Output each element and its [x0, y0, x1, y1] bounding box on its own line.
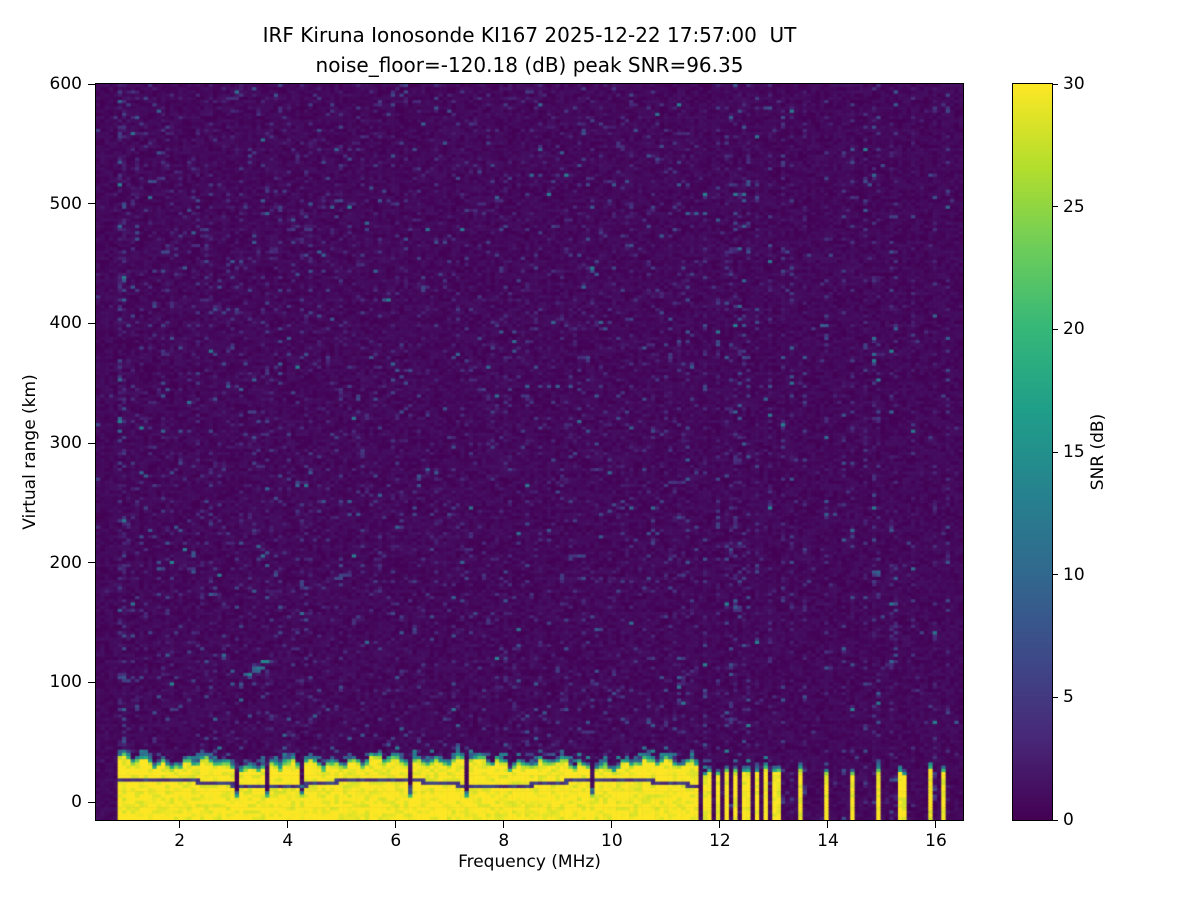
plot-area	[95, 83, 964, 821]
x-tick-label: 4	[282, 831, 294, 851]
colorbar-tick	[1053, 328, 1058, 330]
y-tick	[88, 681, 95, 683]
x-tick-label: 8	[498, 831, 510, 851]
colorbar-tick	[1053, 206, 1058, 208]
y-tick	[88, 562, 95, 564]
colorbar-tick	[1053, 819, 1058, 821]
colorbar-tick-label: 5	[1063, 687, 1074, 708]
colorbar-tick-label: 20	[1063, 319, 1085, 340]
x-tick-label: 16	[925, 831, 947, 851]
x-tick	[179, 821, 181, 828]
colorbar-tick	[1053, 574, 1058, 576]
x-axis-label: Frequency (MHz)	[458, 852, 601, 872]
y-tick	[88, 801, 95, 803]
colorbar	[1012, 83, 1053, 821]
chart-subtitle: noise_floor=-120.18 (dB) peak SNR=96.35	[315, 53, 744, 77]
y-tick-label: 600	[49, 74, 82, 94]
x-tick	[827, 821, 829, 828]
x-tick	[719, 821, 721, 828]
x-tick	[503, 821, 505, 828]
x-tick-label: 14	[817, 831, 839, 851]
y-tick-label: 100	[49, 672, 82, 693]
colorbar-tick-label: 0	[1063, 810, 1074, 830]
colorbar-tick-label: 30	[1063, 74, 1085, 94]
y-tick-label: 200	[49, 552, 82, 573]
y-tick-label: 400	[49, 313, 82, 334]
chart-title: IRF Kiruna Ionosonde KI167 2025-12-22 17…	[262, 23, 797, 47]
y-tick-label: 300	[49, 433, 82, 454]
colorbar-tick	[1053, 696, 1058, 698]
colorbar-tick-label: 25	[1063, 196, 1085, 217]
colorbar-tick-label: 10	[1063, 564, 1085, 585]
x-tick-label: 10	[601, 831, 623, 851]
x-tick-label: 2	[174, 831, 186, 851]
y-tick	[88, 322, 95, 324]
y-tick-label: 0	[71, 792, 82, 813]
y-tick	[88, 203, 95, 205]
y-tick	[88, 442, 95, 444]
colorbar-tick	[1053, 451, 1058, 453]
x-tick	[395, 821, 397, 828]
x-tick	[287, 821, 289, 828]
x-tick	[611, 821, 613, 828]
y-tick-label: 500	[49, 193, 82, 214]
colorbar-tick	[1053, 83, 1058, 85]
x-tick-label: 12	[709, 831, 731, 851]
x-tick-label: 6	[390, 831, 402, 851]
colorbar-tick-label: 15	[1063, 442, 1085, 462]
y-tick	[88, 83, 95, 85]
ionogram-heatmap-canvas	[96, 84, 963, 820]
x-tick	[935, 821, 937, 828]
colorbar-gradient-canvas	[1013, 84, 1052, 820]
